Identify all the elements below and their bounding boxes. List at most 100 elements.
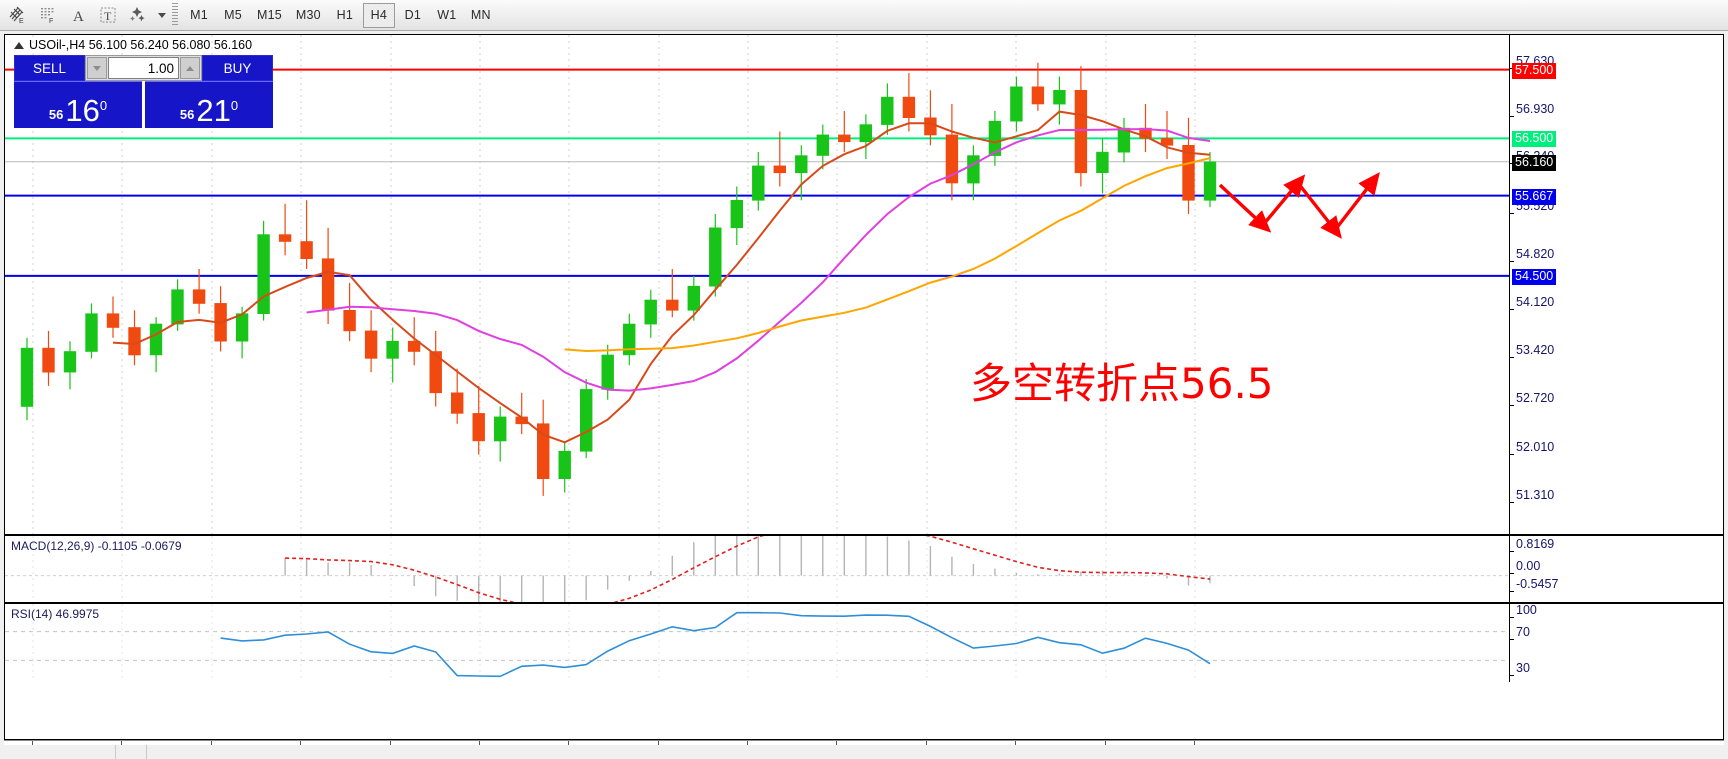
chart-area[interactable]: USOil-,H4 56.100 56.240 56.080 56.160 多空…: [4, 34, 1724, 740]
sell-price-main: 16: [65, 93, 100, 128]
rsi-chart-svg: [5, 604, 1509, 682]
time-tick: [479, 741, 480, 745]
macd-axis: 0.8169 0.00 -0.5457: [1509, 536, 1723, 602]
macd-signal-line: [285, 536, 1211, 602]
price-tick-54.820: 54.820: [1509, 247, 1554, 268]
timeframe-button-d1[interactable]: D1: [404, 8, 422, 22]
svg-text:A: A: [73, 9, 84, 25]
buy-button[interactable]: BUY: [202, 55, 273, 81]
macd-plot[interactable]: [5, 536, 1509, 602]
price-plot[interactable]: 多空转折点56.5: [5, 35, 1509, 534]
support-level-tag-2[interactable]: 54.500: [1512, 268, 1557, 285]
timeframe-button-m5[interactable]: M5: [224, 8, 242, 22]
svg-text:E: E: [19, 18, 24, 25]
timeframe-button-h1[interactable]: H1: [336, 8, 354, 22]
price-tick-52.010: 52.010: [1509, 440, 1554, 461]
time-tick: [1194, 741, 1195, 745]
time-tick: [1015, 741, 1016, 745]
sell-price-fraction: 0: [99, 98, 108, 113]
macd-tick--0.5457: -0.5457: [1509, 577, 1558, 598]
ma-fast: [112, 110, 1211, 444]
svg-text:F: F: [49, 18, 53, 25]
sell-button[interactable]: SELL: [14, 55, 85, 81]
buy-price-main: 21: [196, 93, 231, 128]
time-tick: [32, 741, 33, 745]
chart-toolbar: E F A T: [0, 0, 1728, 31]
buy-price-fraction: 0: [230, 98, 239, 113]
collapse-triangle-icon[interactable]: [14, 41, 24, 49]
toolbar-drag-handle[interactable]: [172, 3, 178, 27]
price-axis[interactable]: 57.63056.93056.24055.52054.82054.12053.4…: [1509, 35, 1723, 534]
price-tick-55.520: 55.520: [1509, 199, 1554, 220]
timeframe-button-m1[interactable]: M1: [190, 8, 208, 22]
macd-chart-svg: [5, 536, 1509, 602]
buy-price-prefix: 56: [179, 107, 195, 122]
footer-cell: [115, 745, 147, 759]
rsi-tick-30: 30: [1510, 661, 1530, 682]
forecast-arrow-up: [1261, 174, 1306, 227]
rsi-line: [220, 611, 1211, 678]
rsi-plot[interactable]: [5, 604, 1509, 682]
price-tick-56.930: 56.930: [1509, 102, 1554, 123]
timeframe-button-group: M1 M5 M15 M30 H1 H4 D1 W1 MN: [182, 2, 498, 28]
rsi-label: RSI(14) 46.9975: [11, 607, 100, 621]
time-tick: [211, 741, 212, 745]
forecast-arrow-up: [1333, 172, 1380, 232]
sell-price-quote[interactable]: 56 16 0: [14, 81, 142, 128]
rsi-tick-100: 100: [1510, 603, 1537, 624]
chart-annotation-text: 多空转折点56.5: [970, 359, 1274, 408]
timeframe-button-h4[interactable]: H4: [362, 2, 395, 28]
ma-slow: [564, 157, 1211, 353]
text-object-icon[interactable]: T: [94, 2, 122, 29]
price-tick-51.310: 51.310: [1509, 488, 1554, 509]
one-click-trading-panel[interactable]: SELL 1.00 BUY 56 16 0 56: [14, 55, 273, 128]
macd-pane[interactable]: MACD(12,26,9) -0.1105 -0.0679 0.8169 0.00…: [5, 534, 1723, 602]
resistance-level-tag[interactable]: 57.500: [1512, 62, 1557, 79]
last-price-tag[interactable]: 56.160: [1512, 154, 1557, 171]
forecast-arrow-down: [1296, 181, 1342, 239]
timeframe-button-m15[interactable]: M15: [257, 8, 282, 22]
chevron-down-icon: [158, 12, 166, 18]
rsi-pane[interactable]: RSI(14) 46.9975 100 70 30: [5, 602, 1723, 682]
buy-price-quote[interactable]: 56 21 0: [145, 81, 273, 128]
volume-decrease-button[interactable]: [87, 57, 107, 79]
window-footer: [0, 745, 1728, 759]
indicator-list-icon[interactable]: F: [34, 2, 62, 29]
timeframe-button-w1[interactable]: W1: [437, 8, 457, 22]
ma-medium: [306, 128, 1211, 392]
sell-price-prefix: 56: [48, 107, 64, 122]
objects-dropdown-icon[interactable]: [154, 2, 170, 29]
symbol-info-text: USOil-,H4 56.100 56.240 56.080 56.160: [29, 38, 253, 52]
support-level-tag-1[interactable]: 55.667: [1512, 188, 1557, 205]
rsi-tick-70: 70: [1510, 625, 1530, 646]
time-tick: [747, 741, 748, 745]
time-tick: [658, 741, 659, 745]
macd-label: MACD(12,26,9) -0.1105 -0.0679: [11, 539, 182, 553]
time-tick: [390, 741, 391, 745]
price-tick-53.420: 53.420: [1509, 343, 1554, 364]
time-tick: [1105, 741, 1106, 745]
macd-tick-0.8169: 0.8169: [1509, 537, 1554, 558]
candlestick-chart-svg: [5, 35, 1509, 534]
text-label-icon[interactable]: A: [64, 2, 92, 29]
price-tick-54.120: 54.120: [1509, 295, 1554, 316]
chevron-up-icon: [186, 65, 194, 71]
objects-icon[interactable]: [124, 2, 152, 29]
volume-input[interactable]: 1.00: [108, 57, 179, 79]
price-pane[interactable]: USOil-,H4 56.100 56.240 56.080 56.160 多空…: [5, 35, 1723, 534]
price-tick-52.720: 52.720: [1509, 391, 1554, 412]
volume-stepper[interactable]: 1.00: [85, 55, 202, 81]
expert-advisor-icon[interactable]: E: [4, 2, 32, 29]
chevron-down-icon: [93, 65, 101, 71]
pivot-level-tag[interactable]: 56.500: [1512, 131, 1557, 148]
time-tick: [836, 741, 837, 745]
svg-text:T: T: [104, 9, 112, 23]
time-tick: [568, 741, 569, 745]
time-tick: [121, 741, 122, 745]
timeframe-button-mn[interactable]: MN: [470, 8, 491, 22]
symbol-info-header: USOil-,H4 56.100 56.240 56.080 56.160: [14, 38, 252, 52]
timeframe-button-m30[interactable]: M30: [295, 8, 321, 22]
forecast-arrow-down: [1218, 183, 1272, 233]
volume-increase-button[interactable]: [180, 57, 200, 79]
